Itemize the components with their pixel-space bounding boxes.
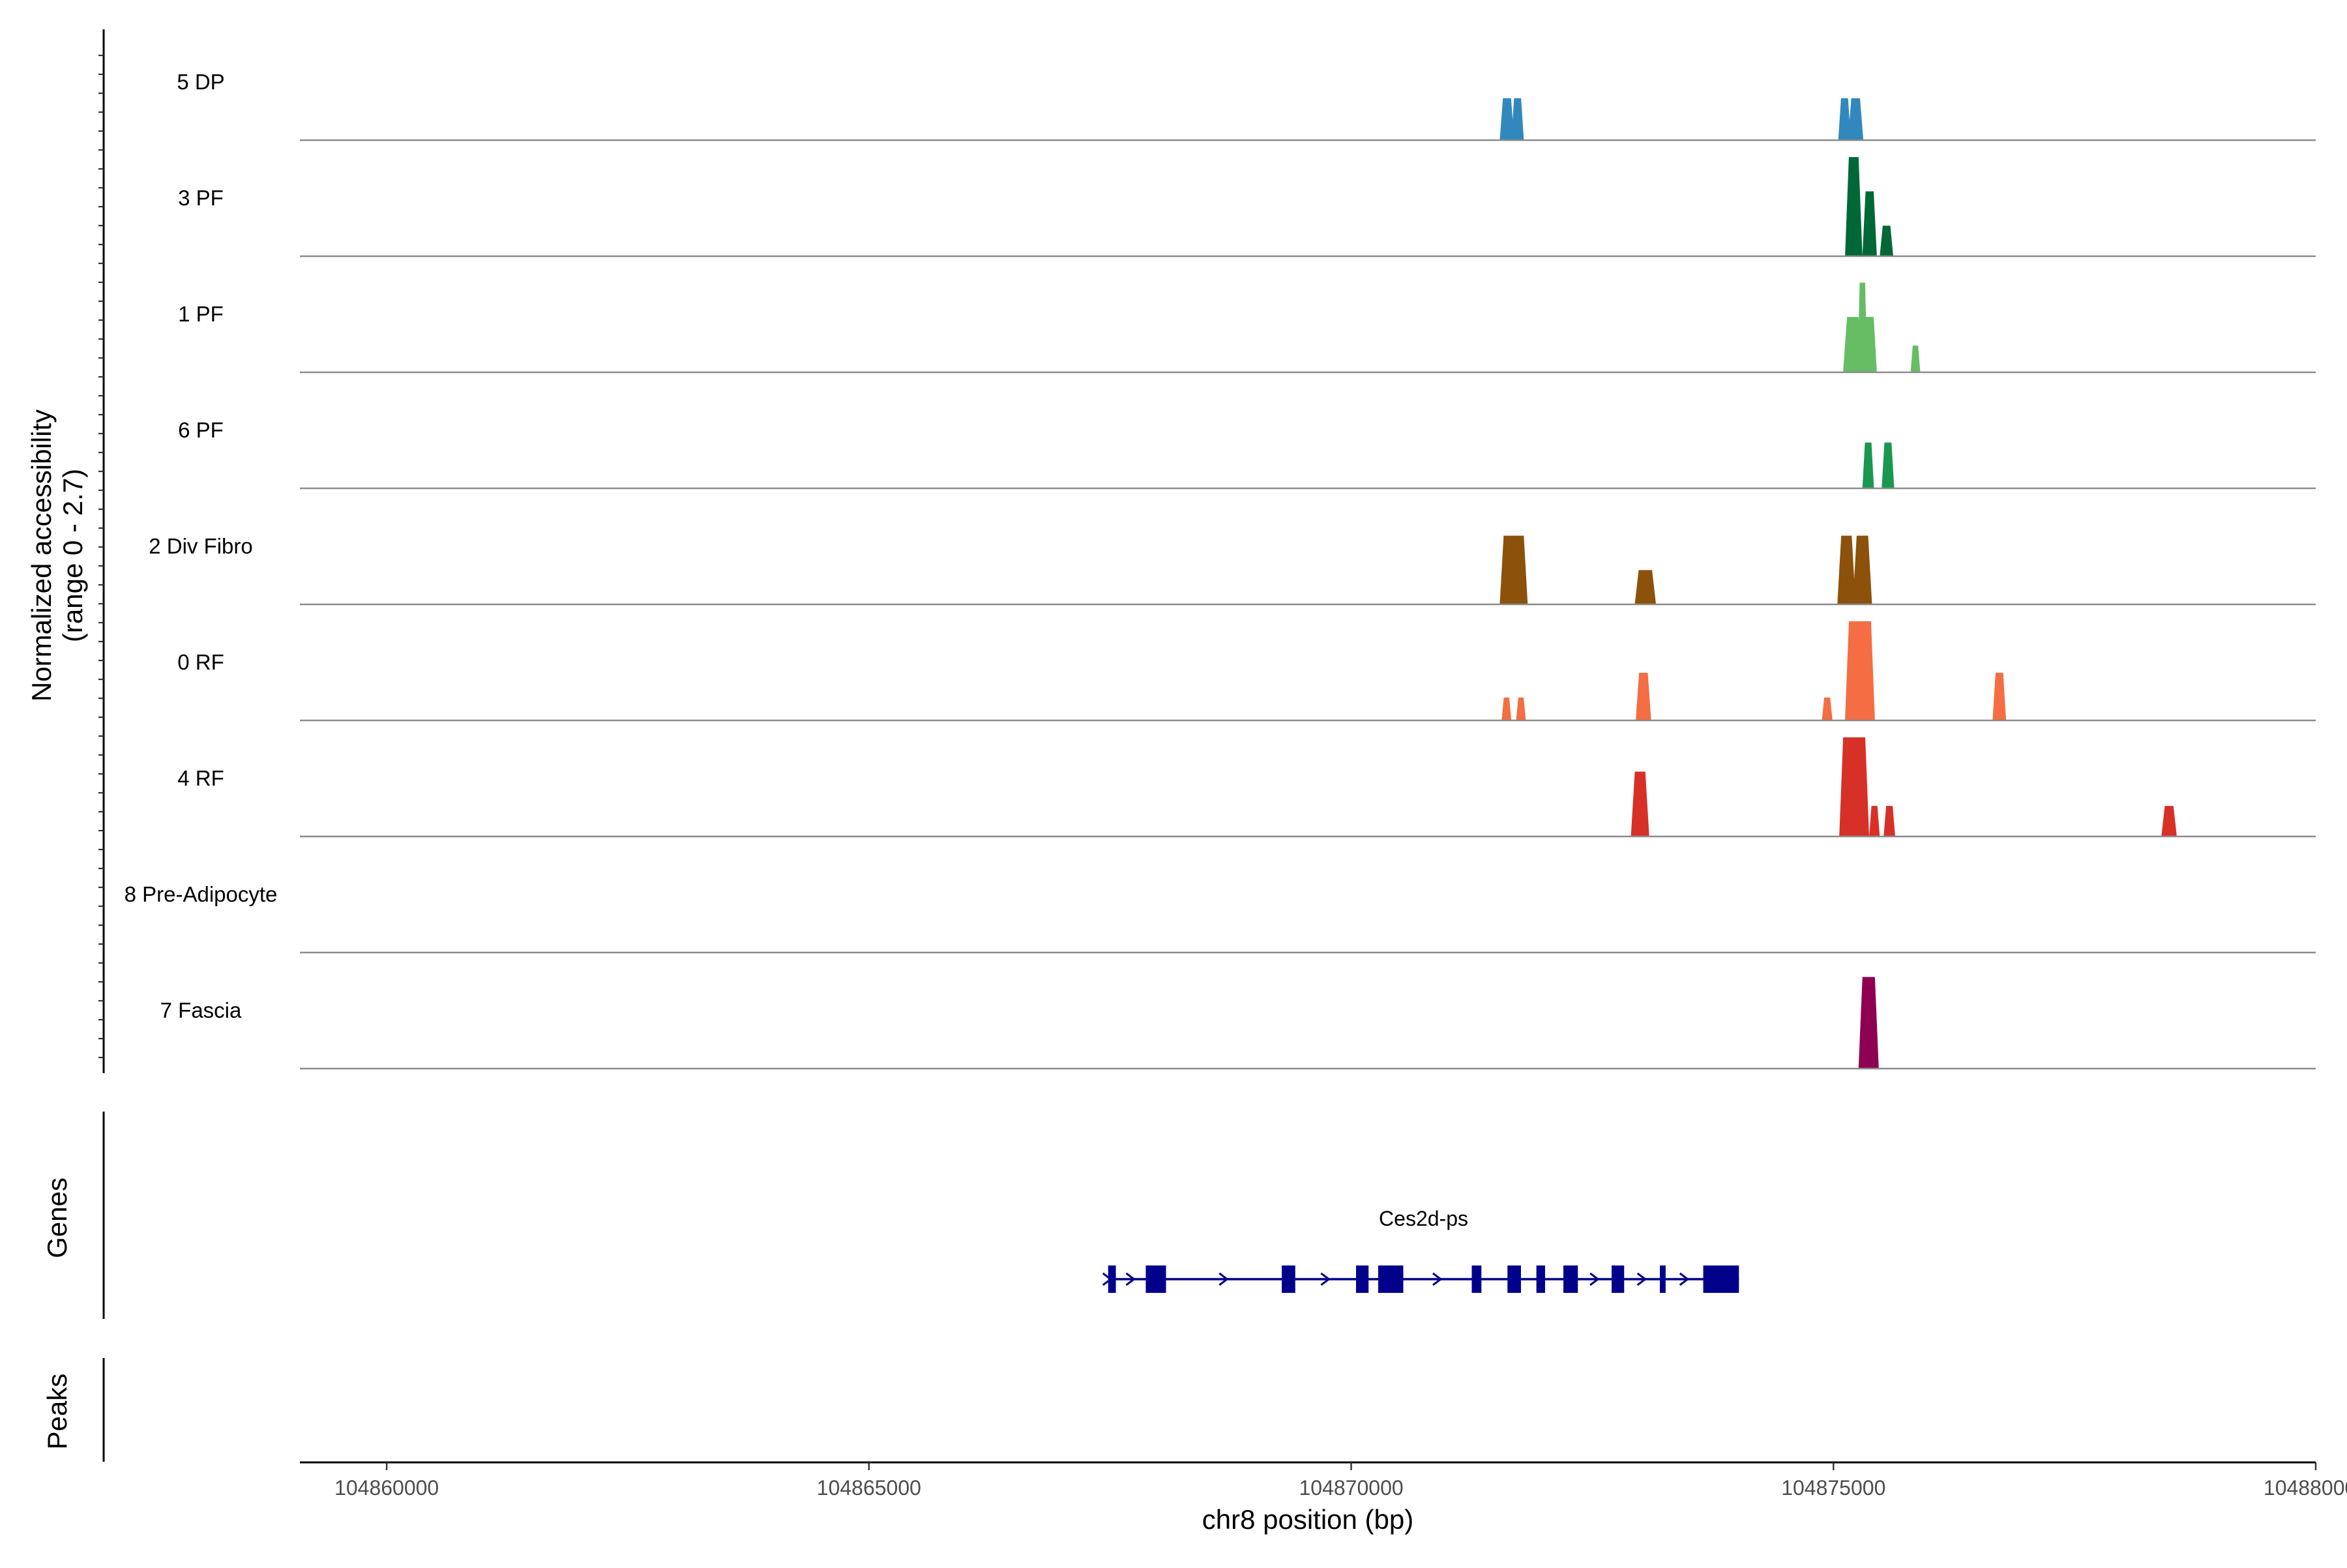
peak-mark	[1852, 535, 1872, 604]
gene-name: Ces2d-ps	[1379, 1207, 1468, 1230]
peak-mark	[1845, 621, 1875, 720]
track-label: 8 Pre-Adipocyte	[125, 882, 278, 906]
gene-exon	[1145, 1265, 1166, 1293]
gene-exon	[1507, 1265, 1521, 1293]
gene-exon	[1108, 1265, 1116, 1293]
genes-panel-title: Genes	[42, 1177, 72, 1258]
gene-exon	[1355, 1265, 1369, 1293]
peak-mark	[1822, 697, 1833, 720]
track-label: 2 Div Fibro	[149, 534, 253, 558]
x-tick-label: 104875000	[1781, 1476, 1885, 1500]
track-4-rf: 4 RF	[177, 737, 2316, 838]
peak-mark	[1910, 346, 1921, 372]
track-label: 1 PF	[178, 302, 224, 326]
track-3-pf: 3 PF	[178, 156, 2316, 258]
peak-mark	[1882, 442, 1895, 488]
tracks-layer: 5 DP 3 PF 1 PF 6 PF 2 Div Fibro 0 RF 4 RF 8 Pre…	[125, 70, 2316, 1070]
strand-arrow	[1589, 1272, 1600, 1286]
track-6-pf: 6 PF	[178, 418, 2316, 490]
x-tick-label: 104880000	[2264, 1476, 2347, 1500]
track-8-pre-adipocyte: 8 Pre-Adipocyte	[125, 882, 2316, 954]
y-axis-subtitle: (range 0 - 2.7)	[57, 469, 88, 642]
gene-exon	[1282, 1265, 1295, 1293]
peak-mark	[1511, 98, 1524, 140]
gene-exon	[1659, 1265, 1666, 1293]
peak-mark	[1839, 737, 1870, 836]
gene-exon	[1612, 1265, 1625, 1293]
peak-mark	[1848, 98, 1864, 140]
track-label: 5 DP	[177, 70, 224, 94]
strand-arrow	[1679, 1272, 1690, 1286]
strand-arrow	[1432, 1272, 1443, 1286]
peak-mark	[1499, 98, 1514, 140]
x-tick-label: 104865000	[817, 1476, 921, 1500]
track-label: 4 RF	[177, 766, 224, 790]
peak-mark	[1843, 317, 1863, 372]
track-7-fascia: 7 Fascia	[160, 977, 2316, 1070]
peak-mark	[1880, 226, 1894, 256]
peak-mark	[1883, 806, 1895, 836]
track-1-pf: 1 PF	[178, 282, 2316, 374]
gene-exon	[1471, 1265, 1482, 1293]
gene-exon	[1536, 1265, 1545, 1293]
peak-mark	[2161, 806, 2177, 836]
peak-mark	[1501, 697, 1512, 720]
x-tick-label: 104870000	[1299, 1476, 1403, 1500]
y-axis-title: Normalized accessibility	[26, 409, 57, 702]
gene-exon	[1563, 1265, 1578, 1293]
peak-mark	[1499, 535, 1528, 604]
track-2-div-fibro: 2 Div Fibro	[149, 534, 2316, 606]
peak-mark	[1862, 442, 1874, 488]
peak-mark	[1858, 977, 1879, 1069]
track-5-dp: 5 DP	[177, 70, 2316, 141]
strand-arrow	[1218, 1272, 1229, 1286]
track-label: 0 RF	[177, 650, 224, 674]
track-label: 7 Fascia	[160, 998, 242, 1022]
peak-mark	[1634, 570, 1657, 604]
x-axis-title: chr8 position (bp)	[1202, 1504, 1414, 1535]
peak-mark	[1992, 672, 2007, 720]
peak-mark	[1837, 535, 1856, 604]
axis-layer: 104860000 104865000 104870000 104875000 1048…	[98, 29, 2347, 1500]
strand-arrow	[1320, 1272, 1331, 1286]
gene-exon	[1378, 1265, 1404, 1293]
peak-mark	[1862, 191, 1877, 256]
peak-mark	[1516, 697, 1526, 720]
peaks-panel-title: Peaks	[42, 1374, 72, 1450]
peak-mark	[1869, 806, 1880, 836]
peak-mark	[1636, 672, 1651, 720]
strand-arrow	[1636, 1272, 1647, 1286]
peak-mark	[1838, 98, 1851, 140]
peak-mark	[1862, 317, 1877, 372]
track-label: 6 PF	[178, 418, 224, 442]
gene-exon	[1703, 1265, 1739, 1293]
strand-arrow	[1125, 1272, 1136, 1286]
peak-mark	[1631, 771, 1649, 836]
track-0-rf: 0 RF	[177, 621, 2316, 722]
track-label: 3 PF	[178, 186, 224, 210]
x-tick-label: 104860000	[334, 1476, 439, 1500]
peak-mark	[1845, 156, 1863, 256]
genes-layer: Ces2d-ps	[1102, 1207, 1739, 1293]
gene-model: Ces2d-ps	[1102, 1207, 1739, 1293]
